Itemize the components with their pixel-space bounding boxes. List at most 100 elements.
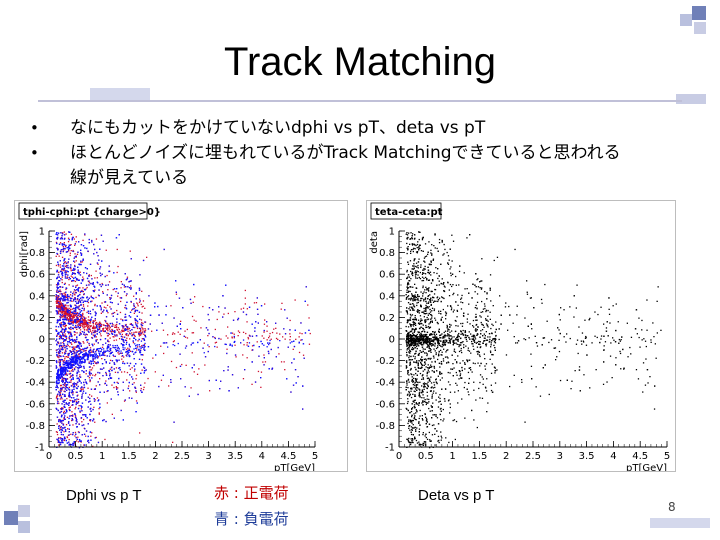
data-point — [56, 232, 58, 234]
data-point — [80, 388, 82, 390]
data-point — [134, 306, 137, 309]
data-point — [79, 263, 81, 266]
data-point — [57, 400, 59, 403]
data-point — [64, 339, 67, 342]
data-point — [133, 382, 135, 384]
data-point — [128, 385, 130, 387]
data-point — [74, 399, 76, 401]
data-point — [140, 303, 142, 305]
data-point — [91, 327, 94, 329]
data-point — [78, 341, 80, 343]
data-point — [129, 311, 132, 313]
data-point — [263, 331, 265, 333]
data-point — [143, 386, 145, 388]
data-point — [240, 308, 242, 310]
data-point — [103, 354, 105, 356]
data-point — [133, 358, 135, 360]
data-point — [68, 318, 70, 320]
data-point — [141, 321, 143, 324]
data-point — [286, 378, 288, 380]
data-point — [81, 396, 83, 398]
data-point — [60, 337, 63, 340]
data-point — [275, 356, 277, 358]
data-point — [104, 382, 106, 384]
data-point — [88, 324, 90, 326]
data-point — [117, 391, 119, 393]
data-point — [81, 406, 83, 408]
data-point — [65, 424, 68, 426]
data-point — [77, 302, 79, 304]
data-point — [61, 372, 64, 374]
data-point — [79, 308, 81, 311]
data-point — [111, 313, 113, 315]
data-point — [107, 284, 109, 286]
data-point — [120, 318, 122, 320]
data-point — [92, 374, 94, 376]
data-point — [58, 333, 60, 335]
data-point — [70, 375, 72, 377]
data-point — [87, 323, 89, 325]
data-point — [81, 351, 83, 353]
data-point — [70, 400, 72, 402]
data-point — [83, 354, 85, 356]
data-point — [62, 311, 64, 313]
data-point — [116, 388, 118, 390]
data-point — [64, 399, 66, 401]
data-point — [58, 310, 60, 312]
data-point — [58, 309, 60, 311]
data-point — [96, 333, 98, 335]
data-point — [64, 317, 66, 319]
data-point — [86, 334, 88, 336]
data-point — [68, 250, 70, 252]
data-point — [112, 346, 114, 349]
data-point — [186, 337, 189, 339]
data-point — [266, 325, 268, 327]
data-point — [140, 329, 142, 331]
data-point — [59, 389, 61, 391]
data-point — [60, 348, 63, 350]
data-point — [59, 346, 61, 348]
data-point — [271, 331, 274, 334]
data-point — [92, 355, 94, 357]
data-point — [110, 377, 113, 379]
data-point — [68, 333, 70, 335]
data-point — [92, 326, 94, 328]
data-point — [90, 407, 92, 410]
data-point — [73, 352, 76, 354]
data-point — [73, 385, 75, 387]
data-point — [118, 331, 120, 333]
data-point — [64, 370, 66, 372]
data-point — [59, 319, 61, 321]
data-point — [77, 344, 79, 347]
data-point — [58, 376, 60, 378]
data-point — [88, 282, 91, 284]
data-point — [80, 249, 82, 251]
data-point — [134, 326, 136, 329]
data-point — [82, 313, 84, 316]
data-point — [74, 273, 76, 275]
data-point — [122, 326, 124, 328]
data-point — [64, 296, 66, 298]
data-point — [72, 394, 74, 396]
data-point — [66, 363, 68, 366]
data-point — [76, 426, 78, 428]
data-point — [101, 358, 103, 360]
data-point — [86, 286, 88, 289]
data-point — [82, 278, 85, 280]
data-point — [183, 335, 185, 337]
data-point — [72, 404, 74, 406]
data-point — [69, 331, 72, 333]
data-point — [175, 291, 177, 293]
data-point — [76, 345, 78, 347]
data-point — [74, 297, 76, 299]
data-point — [77, 401, 80, 403]
data-point — [263, 344, 265, 346]
data-point — [71, 273, 73, 275]
data-point — [61, 306, 63, 308]
data-point — [73, 321, 75, 323]
data-point — [56, 335, 58, 337]
data-point — [71, 297, 73, 300]
data-point — [142, 338, 145, 340]
data-point — [293, 358, 295, 360]
data-point — [63, 379, 65, 381]
